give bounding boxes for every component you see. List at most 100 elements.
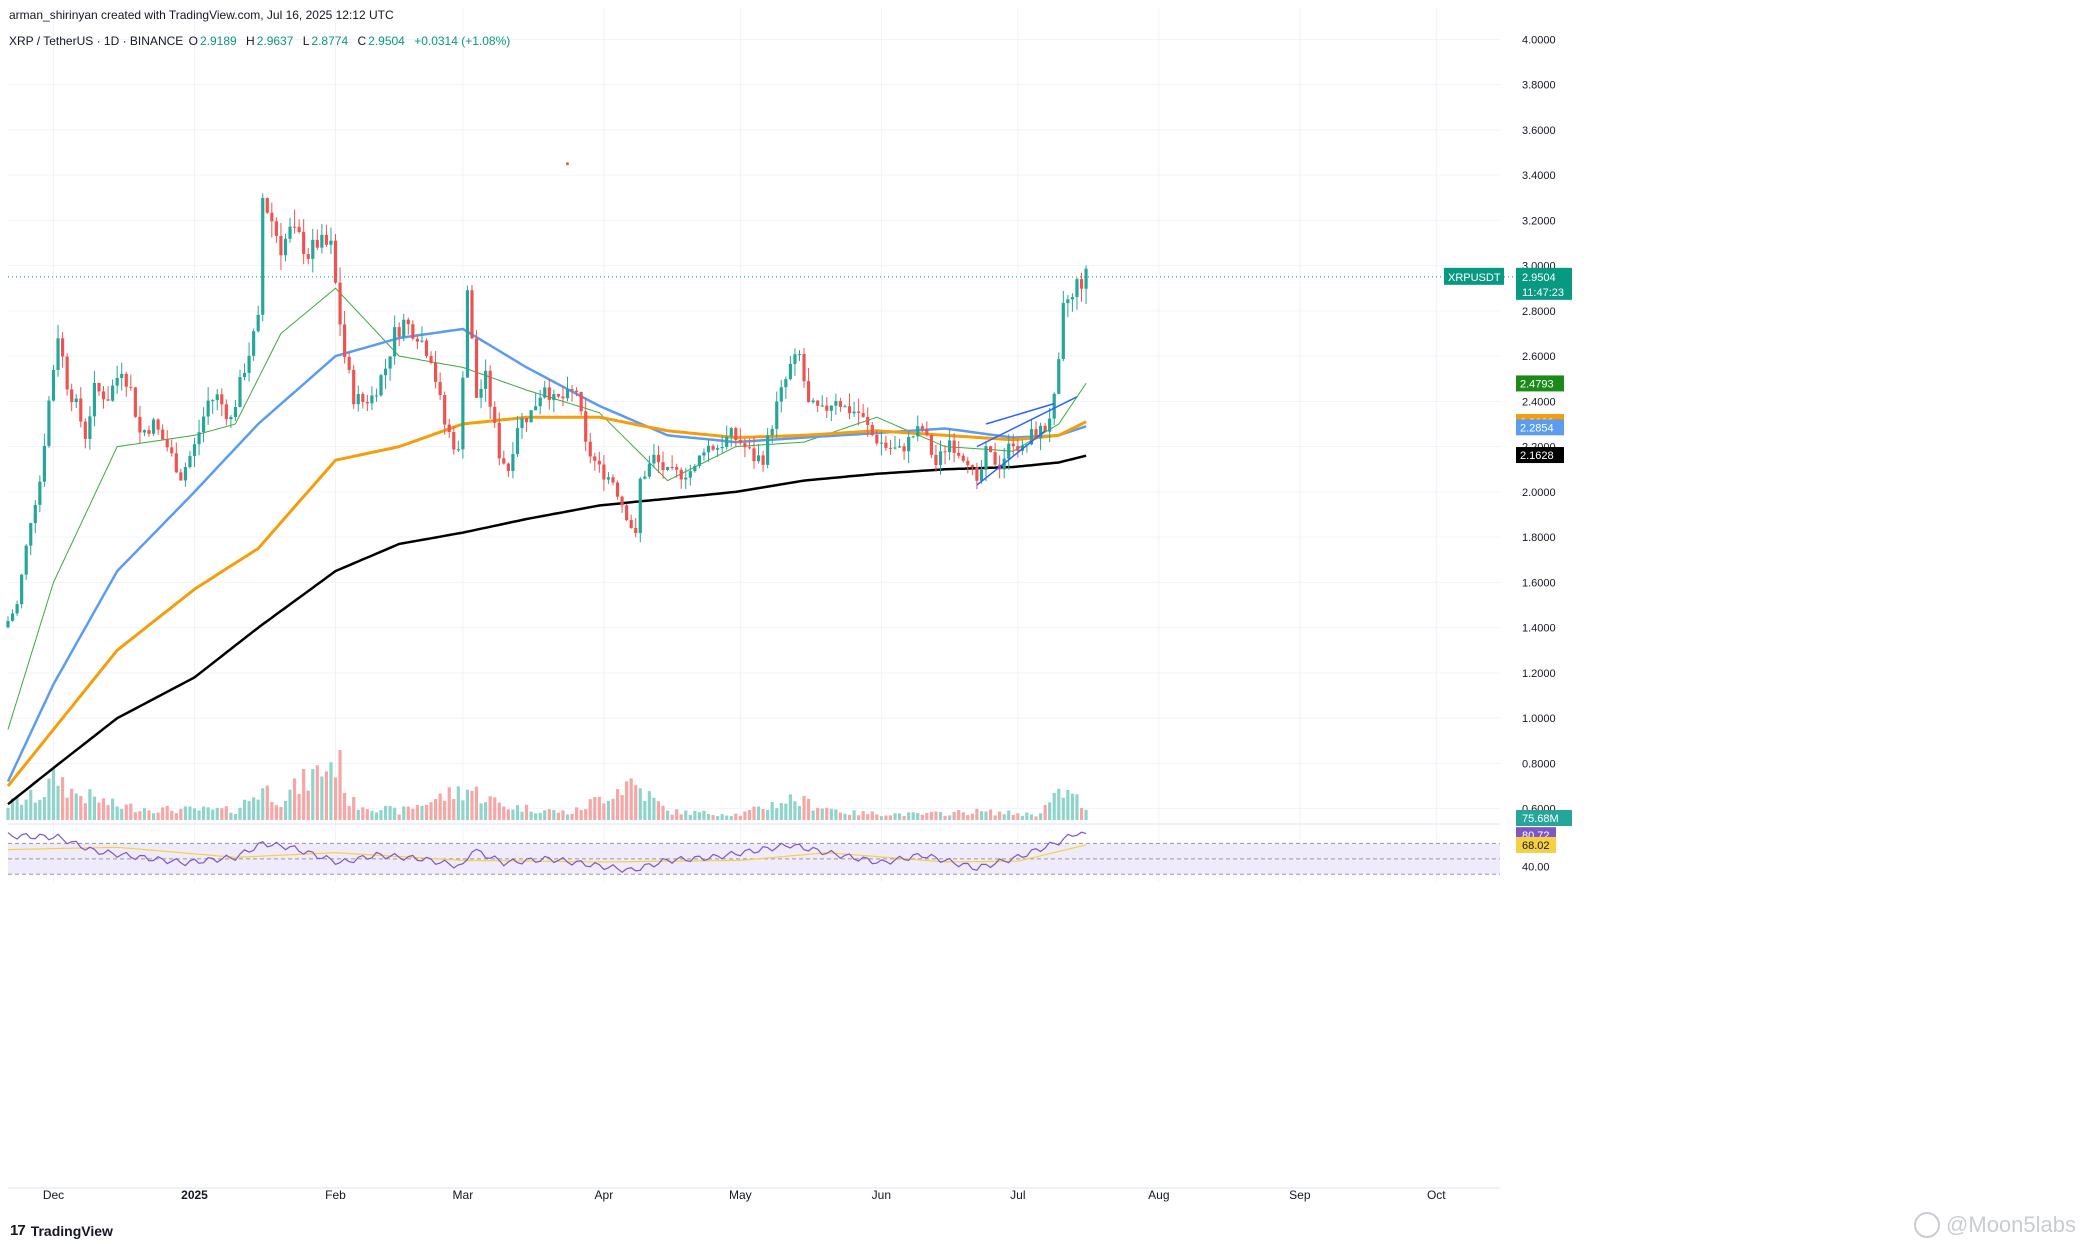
candle-body xyxy=(433,362,438,382)
candle-body xyxy=(83,421,87,439)
candle-body xyxy=(1052,393,1056,419)
candle-body xyxy=(538,397,542,407)
tradingview-brand[interactable]: 17 TradingView xyxy=(10,1222,113,1239)
volume-bar xyxy=(1016,813,1020,820)
candle-body xyxy=(306,254,310,259)
candle-body xyxy=(866,416,870,425)
volume-bar xyxy=(151,813,156,820)
time-axis[interactable]: Dec 2025 Feb Mar Apr May Jun Jul Aug Sep Oct xyxy=(8,1187,1500,1202)
volume-bar xyxy=(738,815,742,820)
candle-body xyxy=(365,401,369,404)
volume-bar xyxy=(879,816,883,820)
candle-body xyxy=(443,395,447,425)
volume-bar xyxy=(775,808,779,820)
candle-body xyxy=(911,436,915,438)
candle-body xyxy=(456,449,460,451)
high-value: 2.9637 xyxy=(256,34,294,48)
volume-bar xyxy=(647,791,651,820)
volume-bar xyxy=(497,802,501,820)
volume-bar xyxy=(988,809,993,820)
volume-bar xyxy=(870,811,874,820)
candle-body xyxy=(1070,297,1075,300)
candle-body xyxy=(324,234,329,245)
volume-bar xyxy=(311,769,315,820)
trendline xyxy=(985,402,1055,425)
candle-body xyxy=(374,395,379,397)
candle-body xyxy=(320,234,324,248)
candle-body xyxy=(484,370,488,389)
volume-bar xyxy=(916,813,920,820)
volume-bar xyxy=(820,808,824,820)
volume-bar xyxy=(943,815,947,820)
volume-bar xyxy=(265,785,269,820)
y-tick-label: 3.6000 xyxy=(1522,125,1556,137)
candle-body xyxy=(474,338,479,398)
candle-body xyxy=(593,456,597,461)
volume-bar xyxy=(1061,797,1065,820)
current-price-tag xyxy=(1516,267,1572,300)
candle-body xyxy=(870,424,874,435)
candle-body xyxy=(643,476,647,479)
candle-body xyxy=(65,356,69,390)
volume-bar xyxy=(361,807,365,820)
trendline-drawings[interactable] xyxy=(566,162,1078,486)
candle-body xyxy=(370,395,374,404)
candle-body xyxy=(552,394,556,401)
volume-bar xyxy=(165,805,169,820)
volume-bar xyxy=(288,789,292,820)
candle-body xyxy=(925,429,929,435)
x-tick-label: Oct xyxy=(1427,1188,1446,1202)
ma-price-value: 2.4793 xyxy=(1520,378,1554,390)
ma-line-green xyxy=(7,287,1087,730)
volume-bar xyxy=(183,806,187,820)
candle-body xyxy=(211,400,215,402)
volume-bar xyxy=(857,815,861,820)
volume-bar xyxy=(97,802,101,820)
volume-bar xyxy=(270,802,274,820)
volume-bar xyxy=(106,805,110,820)
candle-body xyxy=(861,413,865,417)
volume-bar xyxy=(1084,809,1088,820)
volume-bar xyxy=(934,811,938,820)
volume-bar xyxy=(402,806,406,820)
candle-body xyxy=(343,324,347,357)
volume-bar xyxy=(793,801,797,820)
candle-body xyxy=(1079,279,1084,289)
candle-body xyxy=(524,418,529,423)
candle-body xyxy=(957,452,961,456)
price-axis[interactable]: 4.00003.80003.60003.40003.20003.00002.80… xyxy=(1444,34,1572,874)
candle-body xyxy=(779,387,783,402)
candle-body xyxy=(515,428,520,455)
volume-bar xyxy=(252,797,256,820)
volume-bar xyxy=(147,810,151,820)
volume-bar xyxy=(424,804,429,820)
candle-body xyxy=(756,455,761,462)
candle-body xyxy=(1034,429,1038,439)
close-label: C xyxy=(357,34,367,48)
candle-body xyxy=(966,460,970,466)
volume-bar xyxy=(766,809,770,820)
y-tick-label: 3.4000 xyxy=(1522,170,1556,182)
volume-bar xyxy=(179,808,183,820)
candle-body xyxy=(638,478,642,533)
candle-body xyxy=(879,442,883,444)
y-tick-label: 1.0000 xyxy=(1522,713,1556,725)
volume-bar xyxy=(188,806,192,820)
volume-bar xyxy=(734,813,738,820)
volume-bar xyxy=(279,806,283,820)
volume-bar xyxy=(611,798,615,820)
volume-bar xyxy=(324,771,329,820)
volume-bar xyxy=(720,814,724,820)
volume-bar xyxy=(15,797,19,820)
candle-body xyxy=(629,520,633,528)
candle-body xyxy=(802,353,806,382)
x-tick-label: 2025 xyxy=(181,1188,208,1202)
ma-price-tag xyxy=(1516,375,1564,392)
volume-bar xyxy=(584,809,588,820)
candle-body xyxy=(206,400,210,417)
volume-bar xyxy=(70,788,74,820)
volume-bar xyxy=(111,798,115,820)
volume-bar xyxy=(6,807,10,820)
